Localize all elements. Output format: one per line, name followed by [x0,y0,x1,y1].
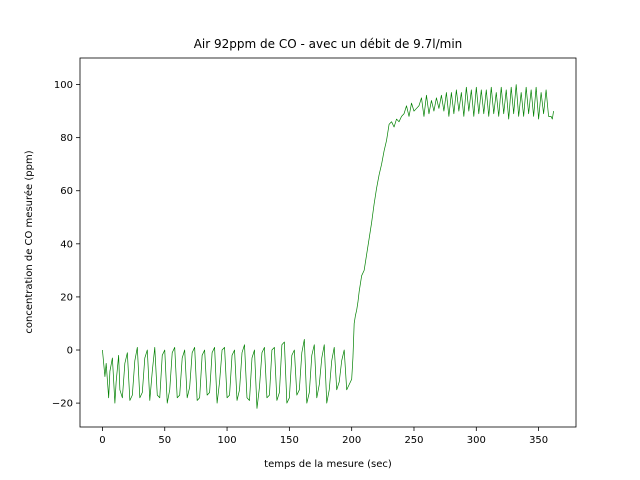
chart-title: Air 92ppm de CO - avec un débit de 9.7l/… [194,37,463,51]
y-tick-label: 80 [60,133,73,144]
y-tick-label: 60 [60,186,73,197]
series-layer [102,84,554,409]
x-axis-label: temps de la mesure (sec) [264,459,392,470]
plot-area: 0 50 100 150 200 250 300 350 −20 0 20 40 60 80 100 [52,57,577,446]
y-tick-label: −20 [52,399,73,410]
x-tick-label: 0 [99,435,105,446]
x-tick-label: 200 [342,435,361,446]
x-tick-label: 300 [467,435,486,446]
y-tick-label: 0 [67,346,73,357]
x-tick-label: 100 [218,435,237,446]
co-concentration-line [102,84,554,409]
y-tick-label: 20 [60,292,73,303]
x-axis-ticks: 0 50 100 150 200 250 300 350 [99,427,548,446]
axes-background [80,58,576,427]
y-axis-label: concentration de CO mesurée (ppm) [23,150,35,333]
x-tick-label: 50 [158,435,171,446]
x-tick-label: 150 [280,435,299,446]
axes-frame [79,57,577,428]
x-tick-label: 250 [404,435,423,446]
y-tick-label: 40 [60,239,73,250]
y-tick-label: 100 [54,80,73,91]
x-tick-label: 350 [529,435,548,446]
y-axis-ticks: −20 0 20 40 60 80 100 [52,80,80,410]
